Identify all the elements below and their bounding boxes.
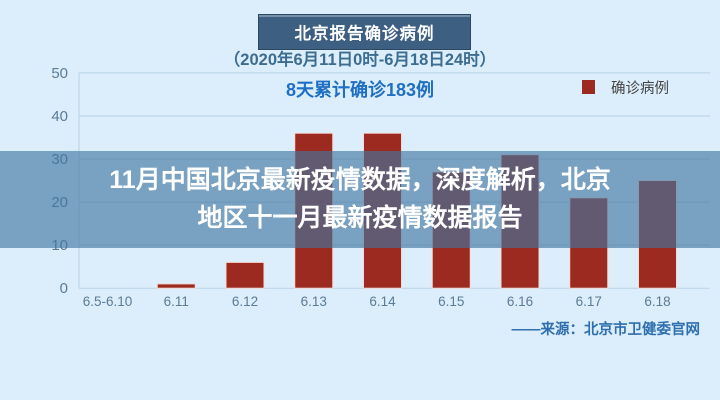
svg-text:6.16: 6.16 — [507, 294, 533, 309]
svg-text:40: 40 — [51, 108, 68, 125]
svg-text:6.13: 6.13 — [301, 294, 327, 309]
svg-text:0: 0 — [60, 280, 68, 297]
svg-text:6.15: 6.15 — [438, 294, 464, 309]
svg-text:6.14: 6.14 — [369, 294, 396, 309]
svg-text:6.11: 6.11 — [164, 294, 189, 309]
svg-text:6.18: 6.18 — [644, 294, 670, 309]
svg-text:6.17: 6.17 — [576, 294, 602, 309]
svg-text:6.5-6.10: 6.5-6.10 — [83, 294, 133, 309]
svg-text:6.12: 6.12 — [232, 294, 258, 309]
